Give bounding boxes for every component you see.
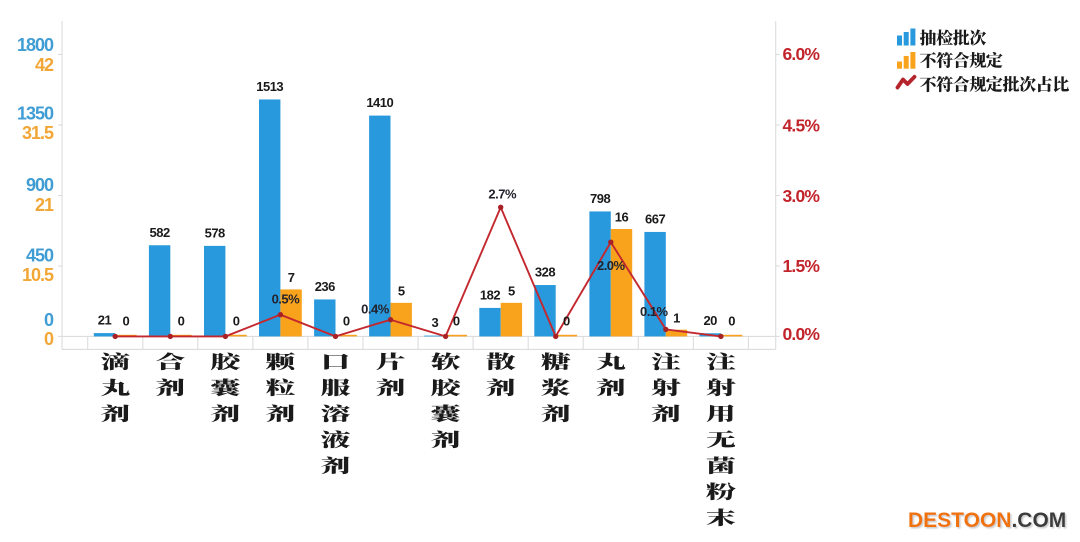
svg-text:798: 798 — [590, 191, 610, 206]
svg-text:582: 582 — [149, 225, 169, 240]
svg-text:4.5%: 4.5% — [783, 116, 821, 136]
svg-text:578: 578 — [205, 225, 225, 240]
svg-text:1513: 1513 — [256, 79, 283, 94]
svg-text:1.5%: 1.5% — [783, 256, 821, 276]
svg-text:31.5: 31.5 — [22, 123, 54, 143]
svg-text:1410: 1410 — [366, 95, 393, 110]
svg-text:7: 7 — [288, 270, 295, 285]
svg-text:3: 3 — [432, 315, 439, 330]
svg-text:16: 16 — [615, 210, 629, 225]
svg-text:0: 0 — [233, 313, 240, 328]
svg-text:328: 328 — [535, 265, 555, 280]
svg-text:667: 667 — [645, 211, 665, 226]
svg-text:2.0%: 2.0% — [597, 258, 626, 273]
svg-text:DESTOON.COM: DESTOON.COM — [908, 509, 1066, 532]
svg-text:0.4%: 0.4% — [361, 301, 390, 316]
svg-text:0: 0 — [453, 313, 460, 328]
svg-text:20: 20 — [703, 313, 717, 328]
svg-text:2.7%: 2.7% — [488, 187, 517, 202]
svg-text:10.5: 10.5 — [22, 265, 54, 285]
svg-text:0: 0 — [123, 313, 130, 328]
svg-text:5: 5 — [508, 284, 515, 299]
svg-text:0.1%: 0.1% — [640, 304, 669, 319]
svg-text:21: 21 — [35, 195, 54, 215]
svg-text:182: 182 — [480, 287, 500, 302]
svg-text:0.0%: 0.0% — [783, 324, 821, 344]
svg-text:1350: 1350 — [17, 104, 54, 124]
svg-text:0: 0 — [44, 310, 54, 330]
svg-text:0.5%: 0.5% — [272, 291, 301, 306]
svg-text:0: 0 — [343, 313, 350, 328]
svg-text:1: 1 — [673, 310, 680, 325]
svg-text:6.0%: 6.0% — [783, 44, 821, 64]
svg-text:0: 0 — [178, 313, 185, 328]
svg-text:900: 900 — [26, 175, 54, 195]
svg-text:450: 450 — [26, 245, 54, 265]
svg-text:0: 0 — [44, 329, 54, 349]
svg-text:42: 42 — [35, 55, 54, 75]
svg-text:1800: 1800 — [17, 35, 54, 55]
svg-text:0: 0 — [728, 313, 735, 328]
svg-text:0: 0 — [563, 313, 570, 328]
svg-text:236: 236 — [315, 279, 335, 294]
svg-text:5: 5 — [398, 284, 405, 299]
svg-text:3.0%: 3.0% — [783, 186, 821, 206]
svg-text:21: 21 — [98, 313, 112, 328]
